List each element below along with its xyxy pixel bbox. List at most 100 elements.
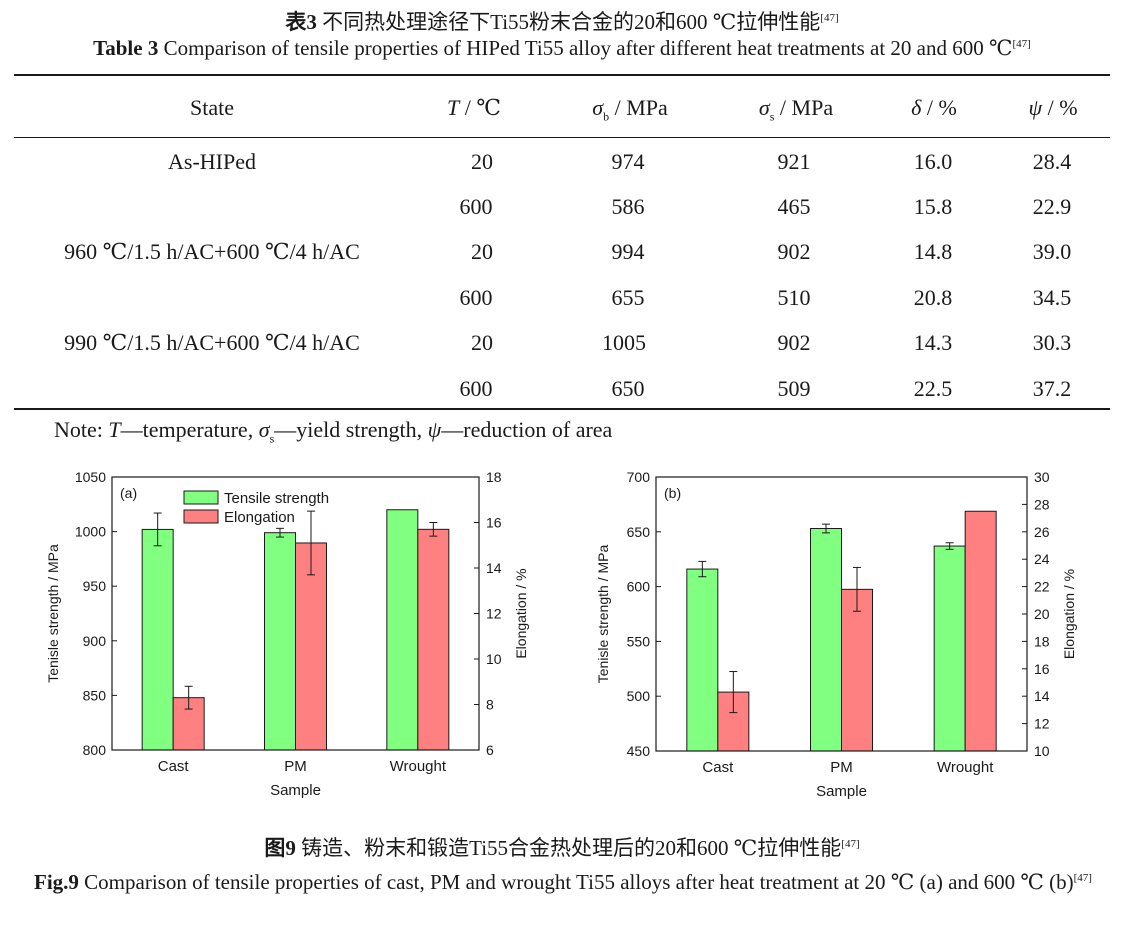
cell-yield-strength: 509: [777, 376, 811, 401]
figure-caption-en-ref: [47]: [1073, 872, 1092, 884]
cell-elongation: 14.8: [913, 239, 953, 264]
y2-tick-label: 10: [486, 651, 502, 667]
cell-temperature: 20: [471, 149, 493, 174]
panel-label: (b): [664, 485, 681, 501]
cell-elongation: 15.8: [913, 194, 953, 219]
figure-caption-en: Fig.9 Comparison of tensile properties o…: [34, 866, 1104, 898]
cell-yield-strength: 921: [777, 149, 811, 174]
y-tick-label: 550: [627, 633, 651, 649]
cell-elongation: 20.8: [913, 285, 953, 310]
y2-tick-label: 12: [486, 606, 502, 622]
x-tick-label: Cast: [158, 758, 190, 775]
y-axis-title: Tenisle strength / MPa: [45, 544, 61, 683]
y2-tick-label: 6: [486, 742, 494, 758]
col-header-yield-strength: σs / MPa: [758, 95, 834, 124]
col-header-state: State: [190, 95, 234, 120]
y2-tick-label: 12: [1034, 716, 1050, 732]
cell-state: 990 ℃/1.5 h/AC+600 ℃/4 h/AC: [64, 330, 360, 355]
x-tick-label: PM: [830, 759, 853, 776]
x-tick-label: Wrought: [390, 758, 447, 775]
y2-tick-label: 18: [1034, 633, 1050, 649]
cell-reduction: 34.5: [1032, 285, 1072, 310]
cell-tensile-strength: 974: [611, 149, 645, 174]
cell-state: As-HIPed: [168, 149, 256, 174]
legend-elongation-swatch: [183, 509, 219, 524]
col-header-elongation: δ / %: [911, 95, 957, 120]
cell-tensile-strength: 586: [611, 194, 645, 219]
y2-axis-title: Elongation / %: [1061, 569, 1077, 659]
figure-caption-cn-text: 铸造、粉末和锻造Ti55合金热处理后的20和600 ℃拉伸性能: [301, 836, 842, 860]
y2-axis-title: Elongation / %: [513, 568, 529, 658]
cell-tensile-strength: 655: [611, 285, 645, 310]
elongation-bar: [964, 510, 997, 752]
figure-caption-en-label: Fig.9: [34, 870, 79, 894]
table-caption-en: Table 3 Comparison of tensile properties…: [0, 36, 1124, 61]
tensile-strength-bar: [810, 528, 842, 752]
y-tick-label: 850: [83, 687, 107, 703]
table-bottom-rule: [14, 408, 1110, 410]
x-axis-title: Sample: [270, 782, 321, 799]
col-header-tensile-strength: σb / MPa: [592, 95, 668, 124]
tensile-strength-bar: [264, 532, 296, 751]
table-caption-cn: 表3 不同热处理途径下Ti55粉末合金的20和600 ℃拉伸性能[47]: [0, 6, 1124, 36]
y2-tick-label: 14: [1034, 688, 1050, 704]
cell-elongation: 14.3: [913, 330, 953, 355]
table-caption-en-ref: [47]: [1012, 38, 1031, 50]
cell-reduction: 30.3: [1032, 330, 1072, 355]
cell-state: 960 ℃/1.5 h/AC+600 ℃/4 h/AC: [64, 239, 360, 264]
y2-tick-label: 18: [486, 469, 502, 485]
cell-temperature: 600: [459, 376, 493, 401]
y2-tick-label: 24: [1034, 551, 1050, 567]
tensile-strength-bar: [933, 545, 966, 752]
table-header-rule: [14, 137, 1110, 138]
legend-elongation-label: Elongation: [224, 509, 295, 526]
cell-yield-strength: 902: [777, 330, 811, 355]
cell-tensile-strength: 994: [611, 239, 645, 264]
table-caption-cn-ref: [47]: [820, 12, 839, 24]
cell-tensile-strength: 1005: [602, 330, 646, 355]
table-caption-en-text: Comparison of tensile properties of HIPe…: [163, 36, 1013, 60]
col-header-temperature: T / ℃: [447, 95, 501, 120]
figure-caption-cn-label: 图9: [264, 836, 296, 860]
figure-caption-en-text: Comparison of tensile properties of cast…: [84, 870, 1074, 894]
legend-tensile-label: Tensile strength: [224, 490, 329, 507]
y2-tick-label: 22: [1034, 579, 1050, 595]
table-caption-cn-label: 表3: [285, 10, 317, 34]
cell-elongation: 16.0: [913, 149, 953, 174]
col-header-reduction: ψ / %: [1028, 95, 1078, 120]
y-axis-title: Tenisle strength / MPa: [595, 545, 611, 684]
tensile-strength-bar: [386, 509, 419, 751]
cell-reduction: 22.9: [1032, 194, 1072, 219]
x-tick-label: PM: [284, 758, 307, 775]
y2-tick-label: 10: [1034, 743, 1050, 759]
panel-label: (a): [120, 485, 137, 501]
y2-tick-label: 8: [486, 697, 494, 713]
figure-caption-cn: 图9 铸造、粉末和锻造Ti55合金热处理后的20和600 ℃拉伸性能[47]: [0, 832, 1124, 862]
cell-yield-strength: 902: [777, 239, 811, 264]
legend-tensile-swatch: [183, 490, 219, 505]
figure-caption-cn-ref: [47]: [841, 838, 860, 850]
y2-tick-label: 28: [1034, 496, 1050, 512]
table-note: Note: T—temperature, σs—yield strength, …: [54, 417, 613, 446]
y2-tick-label: 16: [486, 515, 502, 531]
y2-tick-label: 14: [486, 560, 502, 576]
cell-reduction: 28.4: [1032, 149, 1072, 174]
y2-tick-label: 16: [1034, 661, 1050, 677]
y2-tick-label: 26: [1034, 524, 1050, 540]
table-top-rule: [14, 74, 1110, 76]
x-tick-label: Wrought: [937, 759, 994, 776]
cell-temperature: 600: [459, 285, 493, 310]
y2-tick-label: 20: [1034, 606, 1050, 622]
cell-reduction: 37.2: [1032, 376, 1072, 401]
y-tick-label: 800: [83, 742, 107, 758]
y-tick-label: 1050: [75, 469, 106, 485]
chart-panel-b: Cast PM Wrought 450 500 550 600 650 700 10 12 14 16 1…: [595, 469, 1077, 800]
y-tick-label: 600: [627, 579, 651, 595]
y-tick-label: 650: [627, 524, 651, 540]
y-tick-label: 950: [83, 578, 107, 594]
y-tick-label: 450: [627, 743, 651, 759]
y-tick-label: 700: [627, 469, 651, 485]
elongation-bar: [841, 588, 873, 752]
cell-temperature: 20: [471, 239, 493, 264]
y-tick-label: 500: [627, 688, 651, 704]
